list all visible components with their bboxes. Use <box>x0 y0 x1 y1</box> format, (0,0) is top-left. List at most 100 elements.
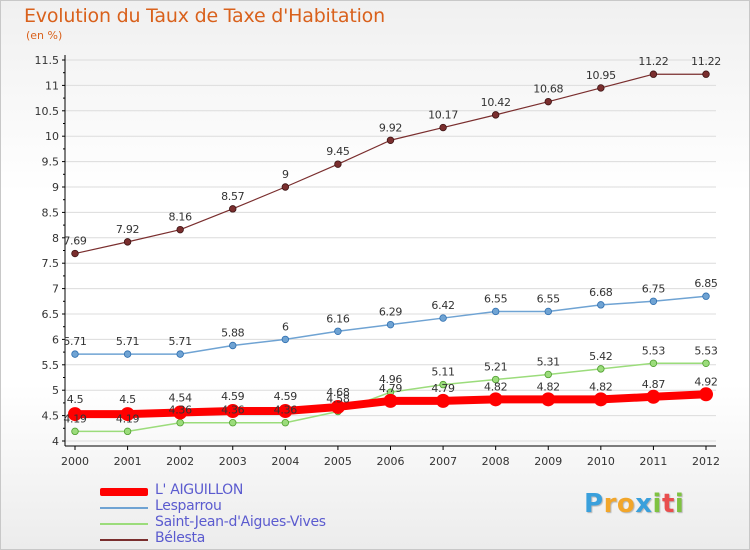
data-point <box>173 405 188 420</box>
data-label: 5.71 <box>63 335 86 348</box>
data-label: 4.54 <box>169 392 193 405</box>
data-label: 5.71 <box>169 335 192 348</box>
legend-label: L' AIGUILLON <box>155 482 244 498</box>
data-label: 4.96 <box>379 373 403 386</box>
data-label: 4.58 <box>326 393 350 406</box>
y-tick-label: 9.5 <box>42 156 60 169</box>
data-label: 4.36 <box>221 404 245 417</box>
logo-letter: P <box>584 489 604 519</box>
data-label: 6.68 <box>589 286 613 299</box>
data-label: 4.36 <box>274 404 298 417</box>
data-point <box>71 427 79 436</box>
data-point <box>436 393 451 408</box>
x-tick-label: 2004 <box>271 455 299 468</box>
x-tick-label: 2006 <box>377 455 405 468</box>
x-tick-label: 2005 <box>324 455 352 468</box>
y-tick-label: 11 <box>45 79 59 92</box>
data-point <box>123 238 132 246</box>
x-tick-label: 2002 <box>166 455 194 468</box>
data-point <box>702 292 710 300</box>
data-point <box>68 407 82 422</box>
data-point <box>281 183 290 191</box>
data-label: 4.87 <box>642 378 666 391</box>
data-point <box>176 419 184 427</box>
data-point <box>439 314 447 322</box>
data-label: 4.82 <box>589 380 612 393</box>
chart-unit: (en %) <box>26 29 63 42</box>
data-label: 5.53 <box>642 344 666 357</box>
data-point <box>597 84 605 92</box>
data-point <box>281 419 290 427</box>
data-point <box>334 327 342 335</box>
data-label: 6.16 <box>326 312 350 325</box>
y-tick-label: 6 <box>52 333 59 346</box>
data-label: 5.42 <box>589 350 612 363</box>
data-label: 8.57 <box>221 190 245 203</box>
data-point <box>330 399 345 414</box>
y-tick-label: 8 <box>52 232 59 245</box>
data-point <box>229 341 237 350</box>
y-tick-label: 7.5 <box>42 257 60 270</box>
y-tick-label: 11.5 <box>35 54 60 67</box>
data-label: 10.17 <box>428 109 458 122</box>
data-point <box>334 160 342 168</box>
data-label: 7.92 <box>116 223 139 236</box>
y-tick-label: 10 <box>45 130 59 143</box>
data-point <box>491 111 500 119</box>
legend-label: Bélesta <box>155 530 205 546</box>
data-label: 4.5 <box>67 393 84 406</box>
x-tick-label: 2003 <box>219 455 247 468</box>
legend-label: Lesparrou <box>155 498 222 514</box>
logo-letter: x <box>635 489 653 519</box>
y-tick-label: 9 <box>52 181 59 194</box>
data-point <box>229 419 237 427</box>
data-point <box>544 307 552 316</box>
x-tick-label: 2007 <box>429 455 457 468</box>
data-point <box>488 392 503 407</box>
data-point <box>597 301 605 309</box>
data-point <box>649 70 658 78</box>
data-point <box>649 359 658 367</box>
data-point <box>71 249 79 258</box>
data-label: 6.55 <box>537 292 561 305</box>
logo-letter: o <box>616 489 636 519</box>
data-label: 4.79 <box>431 382 455 395</box>
data-point <box>541 392 556 407</box>
data-label: 4.19 <box>116 412 140 425</box>
data-point <box>649 297 658 305</box>
data-label: 10.68 <box>533 83 563 96</box>
data-label: 4.82 <box>484 380 507 393</box>
data-label: 6.42 <box>431 299 454 312</box>
x-tick-label: 2009 <box>534 455 562 468</box>
legend-swatch <box>100 488 148 496</box>
data-point <box>229 205 237 213</box>
x-tick-label: 2010 <box>587 455 615 468</box>
y-tick-label: 10.5 <box>35 105 60 118</box>
data-label: 10.95 <box>586 69 616 82</box>
data-label: 10.42 <box>481 96 511 109</box>
data-point <box>176 225 184 234</box>
chart-title: Evolution du Taux de Taxe d'Habitation <box>24 5 385 27</box>
data-point <box>176 350 184 358</box>
data-point <box>699 387 713 402</box>
data-label: 4.59 <box>274 390 298 403</box>
logo-letter: r <box>603 489 617 519</box>
data-point <box>646 389 661 404</box>
data-point <box>702 70 710 78</box>
x-tick-label: 2012 <box>692 455 720 468</box>
data-label: 4.36 <box>169 404 193 417</box>
data-label: 4.92 <box>694 375 717 388</box>
data-label: 7.69 <box>63 235 87 248</box>
data-point <box>123 350 132 358</box>
data-point <box>439 123 447 132</box>
legend-label: Saint-Jean-d'Aigues-Vives <box>155 514 326 530</box>
data-point <box>439 380 447 389</box>
data-label: 4.79 <box>379 382 403 395</box>
data-point <box>281 335 290 344</box>
data-point <box>597 365 605 373</box>
data-label: 9.45 <box>326 145 350 158</box>
legend-swatch <box>100 523 148 525</box>
x-tick-label: 2001 <box>114 455 142 468</box>
